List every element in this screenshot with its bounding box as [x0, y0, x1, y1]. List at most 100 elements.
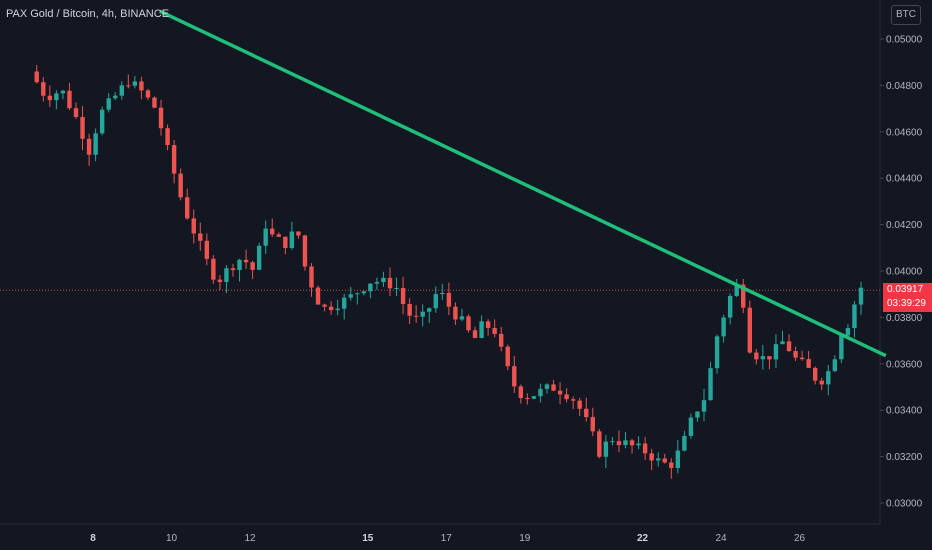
candle-up: [54, 93, 59, 101]
candle-down: [158, 107, 164, 129]
x-tick-label: 15: [362, 533, 374, 544]
candle-up: [427, 308, 432, 312]
candle-down: [139, 81, 144, 91]
countdown-label: 03:39:29: [887, 298, 926, 309]
x-tick-label: 19: [519, 533, 531, 544]
candle-down: [67, 90, 72, 109]
candle-up: [688, 417, 694, 436]
candle-down: [217, 279, 223, 283]
candle-down: [276, 234, 281, 237]
candle-up: [60, 90, 66, 94]
candle-down: [211, 258, 216, 280]
candle-up: [263, 228, 268, 246]
candle-up: [99, 109, 105, 134]
candle-up: [342, 297, 347, 309]
candle-down: [642, 443, 648, 454]
candle-up: [479, 321, 484, 338]
candle-up: [708, 368, 713, 401]
candle-up: [826, 371, 831, 385]
candle-down: [315, 287, 321, 305]
y-tick-label: 0.04400: [886, 174, 923, 185]
candle-up: [852, 304, 857, 329]
candle-down: [512, 366, 517, 387]
candle-up: [93, 133, 98, 155]
current-price-label: 0.03917: [887, 284, 924, 295]
y-tick-label: 0.04000: [886, 267, 923, 278]
x-tick-label: 8: [90, 533, 96, 544]
candle-up: [636, 443, 641, 446]
candle-down: [557, 390, 563, 395]
candle-up: [858, 287, 864, 305]
candle-up: [760, 356, 766, 360]
candle-down: [86, 138, 92, 155]
candle-up: [701, 400, 707, 412]
x-tick-label: 10: [166, 533, 178, 544]
candle-down: [145, 90, 151, 98]
candle-up: [656, 458, 661, 461]
candle-up: [603, 441, 609, 457]
candle-down: [296, 231, 301, 236]
candle-down: [283, 236, 288, 249]
candle-down: [570, 399, 576, 401]
candle-up: [420, 311, 425, 317]
candle-down: [328, 306, 334, 311]
candle-down: [793, 351, 798, 358]
candle-down: [590, 417, 595, 432]
candle-down: [577, 400, 582, 409]
candle-down: [185, 197, 190, 219]
candle-up: [374, 282, 380, 284]
candle-down: [629, 440, 635, 446]
y-tick-label: 0.03200: [886, 452, 923, 463]
candle-up: [394, 288, 399, 290]
candle-down: [198, 233, 203, 241]
candle-down: [492, 327, 497, 334]
y-tick-label: 0.05000: [886, 35, 923, 46]
candle-down: [551, 384, 556, 391]
candle-up: [773, 344, 779, 360]
candle-down: [413, 315, 419, 317]
current-price-tag: 0.03917 03:39:29: [883, 283, 932, 312]
x-tick-label: 26: [794, 533, 806, 544]
candle-up: [113, 95, 118, 99]
candle-down: [230, 268, 236, 271]
candle-up: [780, 341, 785, 345]
candle-down: [270, 228, 275, 235]
candle-down: [767, 356, 772, 360]
candle-down: [472, 330, 478, 338]
candle-down: [584, 408, 589, 418]
candle-down: [178, 173, 183, 198]
candle-up: [531, 396, 537, 399]
candle-down: [754, 352, 759, 360]
candle-down: [806, 359, 811, 368]
candle-down: [387, 277, 393, 289]
y-tick-label: 0.04800: [886, 81, 923, 92]
candle-down: [747, 307, 752, 353]
candle-down: [597, 431, 602, 457]
candle-up: [256, 245, 262, 270]
candle-up: [714, 336, 720, 369]
candle-down: [518, 386, 524, 399]
x-tick-label: 24: [715, 533, 727, 544]
candle-up: [682, 435, 687, 451]
candle-up: [289, 231, 295, 249]
candle-up: [544, 384, 550, 389]
candle-up: [623, 440, 628, 446]
candle-up: [832, 359, 838, 372]
chart-title: PAX Gold / Bitcoin, 4h, BINANCE: [6, 8, 170, 20]
y-tick-label: 0.03400: [886, 406, 923, 417]
candle-down: [662, 458, 667, 463]
y-tick-label: 0.04200: [886, 220, 923, 231]
candle-down: [669, 462, 674, 468]
candle-up: [440, 292, 445, 295]
candle-down: [453, 306, 458, 320]
candle-down: [466, 316, 471, 331]
currency-button[interactable]: BTC: [891, 5, 921, 25]
y-tick-label: 0.03000: [886, 499, 923, 510]
candle-down: [564, 394, 569, 400]
candle-down: [171, 145, 177, 174]
candle-down: [799, 357, 805, 360]
candle-down: [243, 259, 249, 263]
candle-down: [485, 321, 491, 328]
candle-down: [446, 292, 452, 307]
